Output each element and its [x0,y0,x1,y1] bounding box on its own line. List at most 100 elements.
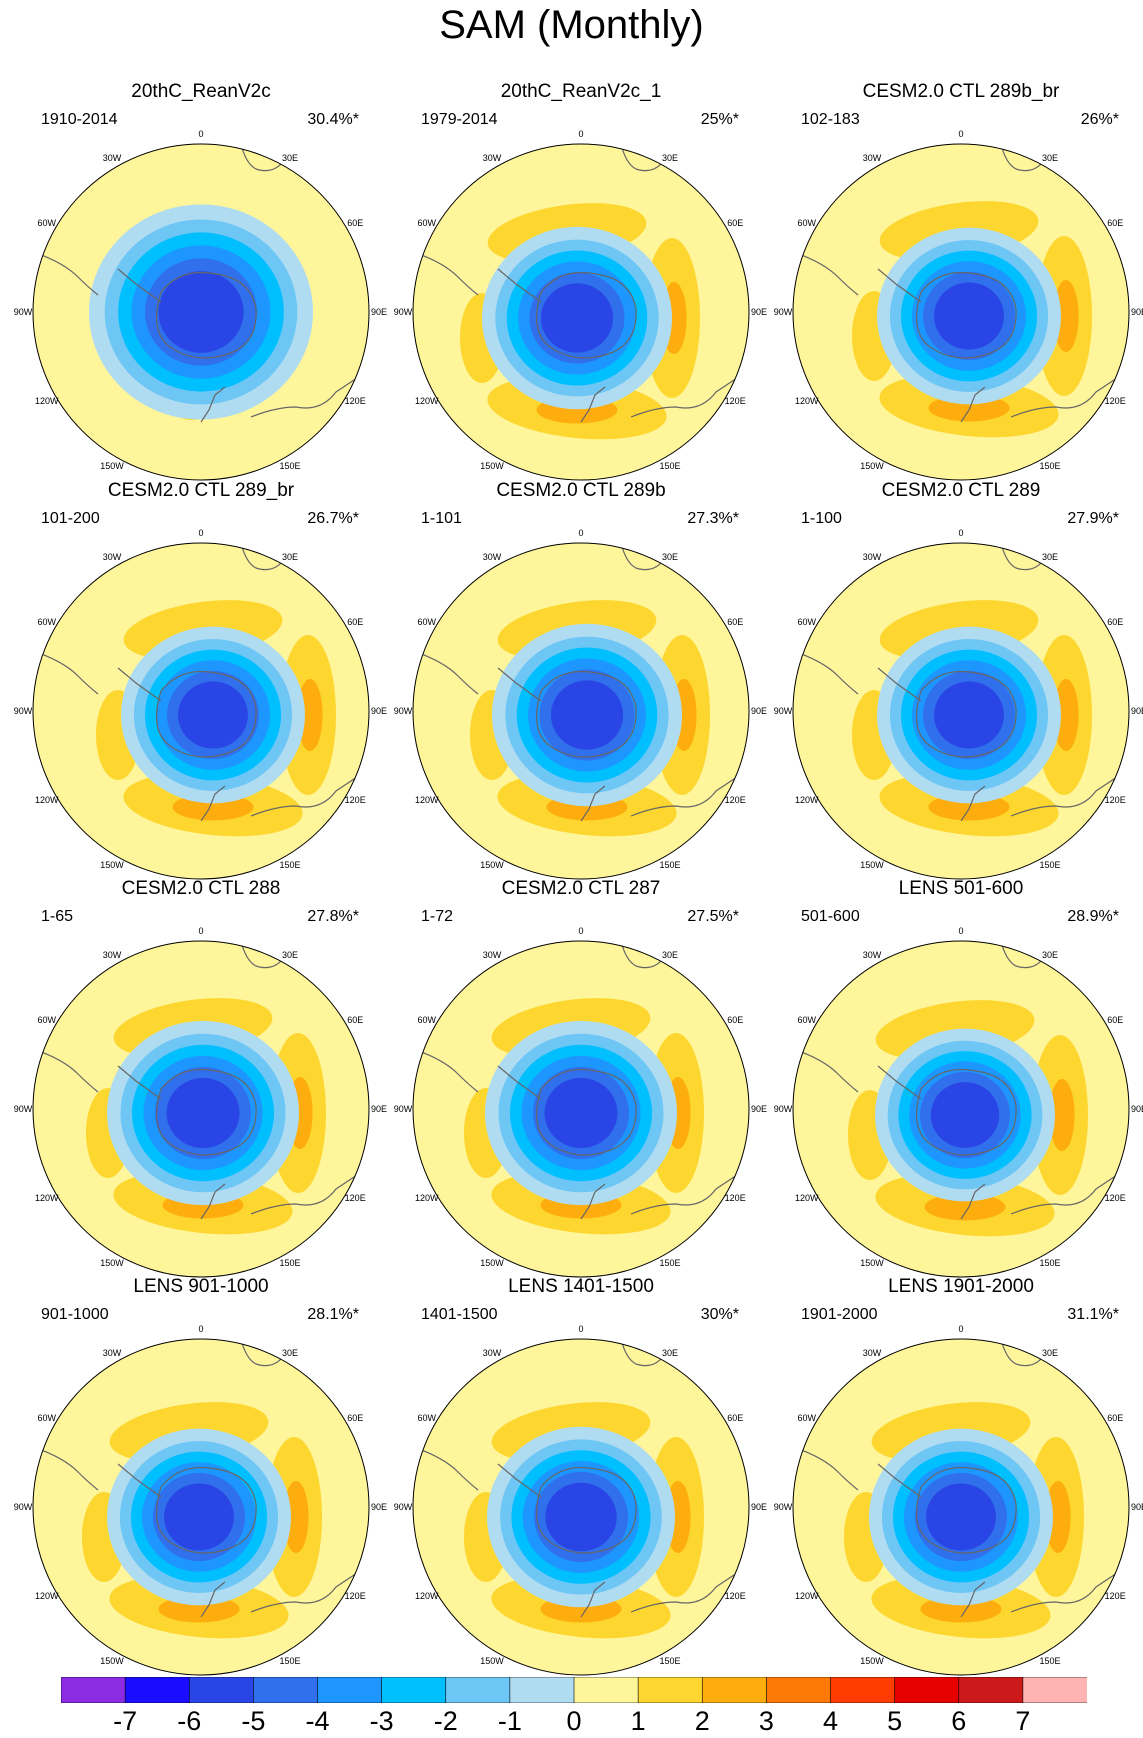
longitude-label: 90W [394,307,413,317]
longitude-label: 30E [1042,1348,1058,1358]
antarctica-outline [915,271,1017,359]
antarctica-outline [155,1466,257,1554]
antarctica-outline [155,670,257,758]
antarctica-outline [535,1466,637,1554]
south-america-outline [793,650,859,695]
negative-anomaly-contour [934,282,1004,350]
longitude-label: 150E [279,860,300,870]
africa-outline [1000,1339,1052,1367]
longitude-label: 90E [751,307,767,317]
panel-title: LENS 1401-1500 [508,1276,654,1297]
antarctica-outline [915,1466,1017,1554]
longitude-label: 120W [795,795,819,805]
colorbar-swatch [894,1676,960,1704]
antarctica-outline [535,1068,637,1156]
longitude-label: 120W [795,1193,819,1203]
panel-title: CESM2.0 CTL 287 [501,878,661,899]
polar-map: 030E60E90E120E150E180150W120W90W60W30W [394,129,767,481]
longitude-label: 60E [1107,617,1123,627]
longitude-label: 120E [1105,1193,1126,1203]
colorbar-swatch [188,1676,255,1704]
africa-outline [240,1339,292,1367]
peninsula-outline [497,667,542,702]
colorbar-tick-label: 5 [887,1706,903,1736]
map-border [412,1338,750,1676]
panel-title: CESM2.0 CTL 288 [121,878,281,899]
colorbar-tick-label: -1 [497,1706,522,1736]
figure-title: SAM (Monthly) [439,3,704,47]
africa-outline [1000,144,1052,172]
map-panel: 030E60E90E120E150E180150W120W90W60W30WLE… [771,1276,1143,1679]
negative-anomaly-contour [544,1077,618,1149]
colorbar-swatch [573,1676,639,1704]
panel-period: 102-183 [801,111,860,128]
longitude-label: 60W [418,218,437,228]
longitude-label: 30E [282,552,298,562]
negative-anomaly-contour [926,1483,996,1551]
longitude-label: 30E [662,950,678,960]
longitude-label: 120E [725,1591,746,1601]
panel-period: 1979-2014 [421,111,498,128]
longitude-label: 90W [774,1502,793,1512]
colorbar-tick-label: 6 [951,1706,967,1736]
australia-outline [1010,1566,1127,1613]
longitude-label: 150W [480,461,504,471]
map-panel: 030E60E90E120E150E180150W120W90W60W30W20… [391,81,771,484]
longitude-label: 120E [345,1591,366,1601]
longitude-label: 60E [347,218,363,228]
map-panel: 030E60E90E120E150E180150W120W90W60W30W20… [11,81,391,484]
longitude-label: 150E [659,1258,680,1268]
longitude-label: 30W [863,153,882,163]
colorbar-tick-label: -2 [433,1706,458,1736]
africa-outline [240,144,292,172]
new-zealand-outline [960,1581,986,1618]
colorbar-tick-label: 4 [822,1706,839,1736]
panel-period: 1-72 [421,908,454,925]
longitude-label: 150E [279,1656,300,1666]
longitude-label: 150W [480,860,504,870]
colorbar-tick-label: 1 [630,1706,646,1736]
longitude-label: 150W [860,461,884,471]
longitude-label: 120W [35,396,59,406]
longitude-label: 90W [14,706,33,716]
longitude-label: 0 [578,1324,583,1334]
africa-outline [240,543,292,571]
longitude-label: 90E [1131,307,1143,317]
map-panel: 030E60E90E120E150E180150W120W90W60W30WLE… [11,1276,391,1679]
new-zealand-outline [580,785,606,822]
longitude-label: 60E [727,1413,743,1423]
negative-anomaly-contour [178,681,248,749]
polar-map: 030E60E90E120E150E180150W120W90W60W30W [14,1324,387,1676]
colorbar-tick-label: -7 [113,1706,138,1736]
longitude-label: 90W [394,1502,413,1512]
longitude-label: 90W [774,706,793,716]
new-zealand-outline [200,1183,226,1220]
longitude-label: 0 [198,1324,203,1334]
longitude-label: 0 [198,926,203,936]
negative-anomaly-contour [166,1077,240,1149]
colorbar-tick-label: 2 [694,1706,710,1736]
colorbar-swatch [445,1676,511,1704]
colorbar-swatch [701,1676,768,1704]
longitude-label: 90E [1131,706,1143,716]
positive-anomaly-core [1045,1481,1071,1553]
longitude-label: 60W [418,1413,437,1423]
longitude-label: 30W [483,950,502,960]
longitude-label: 120E [725,795,746,805]
longitude-label: 120E [1105,795,1126,805]
longitude-label: 150E [659,1656,680,1666]
longitude-label: 120E [345,1193,366,1203]
panel-period: 501-600 [801,908,860,925]
map-border [792,143,1130,481]
longitude-label: 30E [1042,950,1058,960]
negative-anomaly-contour [545,1482,617,1552]
peninsula-outline [497,268,542,303]
colorbar-swatch [60,1676,126,1704]
australia-outline [250,770,367,817]
peninsula-outline [117,667,162,702]
longitude-label: 60E [347,617,363,627]
map-panel: 030E60E90E120E150E180150W120W90W60W30WCE… [391,480,771,883]
longitude-label: 90E [1131,1104,1143,1114]
longitude-label: 30W [863,1348,882,1358]
antarctica-outline [535,670,637,758]
